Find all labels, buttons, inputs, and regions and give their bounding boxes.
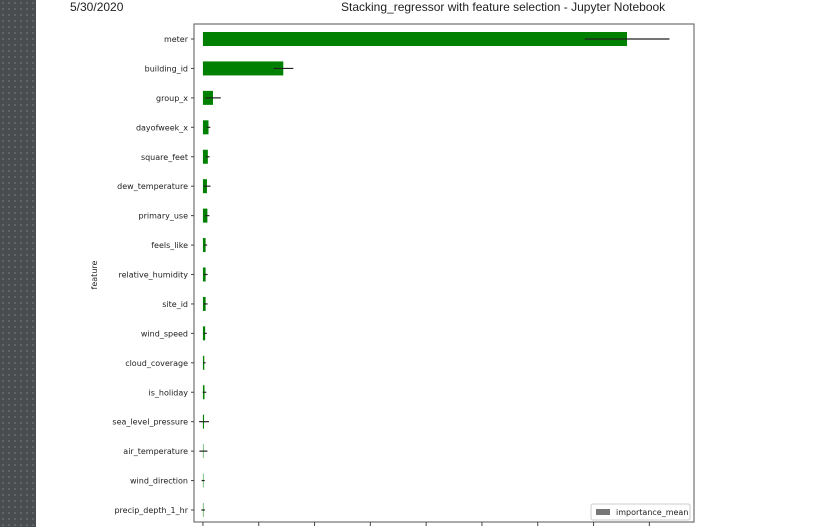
y-tick-label: group_x [156,94,188,103]
y-axis-label: feature [90,260,99,289]
y-tick-label: feels_like [151,241,188,250]
y-tick-label: dayofweek_x [136,123,188,132]
plot-area-frame [193,23,695,523]
bar-meter [202,32,628,46]
y-tick-label: sea_level_pressure [112,418,188,427]
y-tick-label: wind_speed [141,329,188,338]
bar-dayofweek_x [202,120,209,135]
y-tick-label: is_holiday [148,388,188,397]
y-tick-label: square_feet [141,153,188,162]
y-tick-label: air_temperature [123,447,188,456]
ticks-layer: meter building_id group_x dayofweek_xsquare… [112,35,650,526]
bar-primary_use [202,208,208,223]
y-tick-label: meter [164,35,189,44]
y-tick-label: dew_temperature [117,182,188,191]
legend-box [590,503,691,521]
legend-swatch [596,509,610,515]
y-tick-label: primary_use [139,212,189,221]
bar-square_feet [202,149,208,164]
side-strip [0,0,36,527]
y-tick-label: precip_depth_1_hr [114,506,188,515]
y-tick-label: wind_direction [130,477,188,486]
y-tick-label: cloud_coverage [125,359,188,368]
legend-label: importance_mean [616,508,688,517]
y-tick-label: building_id [145,64,188,73]
y-tick-label: site_id [162,300,188,309]
notebook-title: Stacking_regressor with feature selectio… [341,0,666,14]
print-date: 5/30/2020 [70,0,124,14]
bar-building_id [202,61,284,76]
y-tick-label: relative_humidity [118,271,188,280]
legend: importance_mean [590,503,691,521]
bars-layer [199,32,670,517]
